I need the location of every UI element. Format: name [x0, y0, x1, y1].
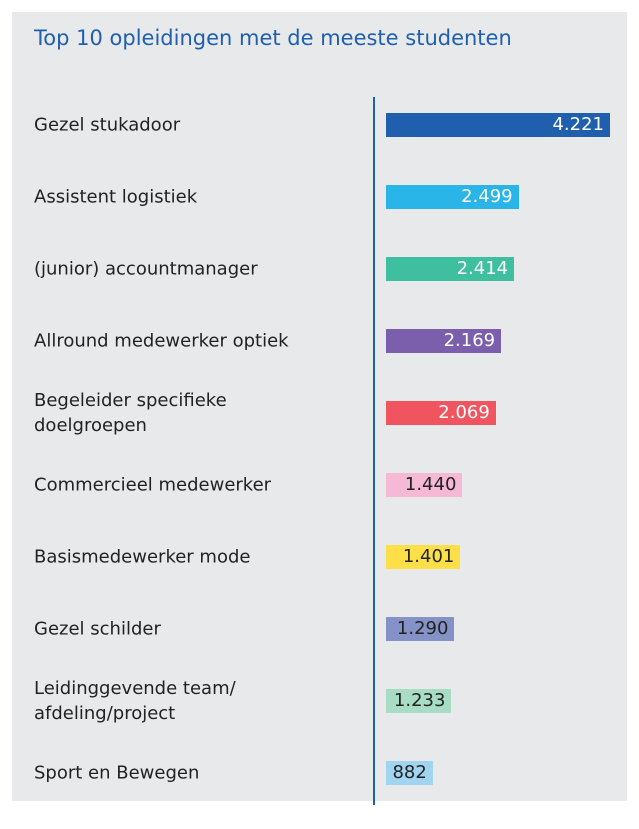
category-label: (junior) accountmanager [34, 258, 258, 280]
category-label: Begeleider specifieke doelgroepen [34, 390, 227, 436]
bar [386, 545, 461, 569]
category-label: Leidinggevende team/ afdeling/project [34, 678, 236, 724]
category-label: Commercieel medewerker [34, 474, 272, 496]
bar [386, 185, 519, 209]
bar [386, 257, 515, 281]
category-label: Assistent logistiek [34, 186, 198, 208]
value-label: 1.440 [404, 474, 457, 495]
chart-panel: Top 10 opleidingen met de meeste student… [12, 12, 627, 805]
value-label: 1.290 [396, 618, 449, 639]
bar [386, 329, 502, 353]
axis-line [373, 97, 375, 805]
chart-title: Top 10 opleidingen met de meeste student… [34, 26, 512, 50]
category-label: Basismedewerker mode [34, 546, 251, 568]
category-label: Sport en Bewegen [34, 762, 200, 784]
value-label: 2.169 [443, 330, 496, 351]
bar [386, 401, 496, 425]
value-label: 1.401 [402, 546, 455, 567]
category-label: Gezel stukadoor [34, 114, 181, 136]
value-label: 882 [392, 762, 427, 783]
bar [386, 473, 463, 497]
value-label: 2.499 [461, 186, 513, 207]
value-label: 1.233 [393, 690, 446, 711]
bar [386, 689, 452, 713]
category-label: Allround medewerker optiek [34, 330, 289, 352]
bar [386, 113, 610, 137]
category-label: Gezel schilder [34, 618, 161, 640]
value-label: 2.069 [438, 402, 490, 423]
value-label: 2.414 [456, 258, 509, 279]
value-label: 4.221 [552, 114, 604, 135]
bar [386, 761, 433, 785]
bar [386, 617, 455, 641]
